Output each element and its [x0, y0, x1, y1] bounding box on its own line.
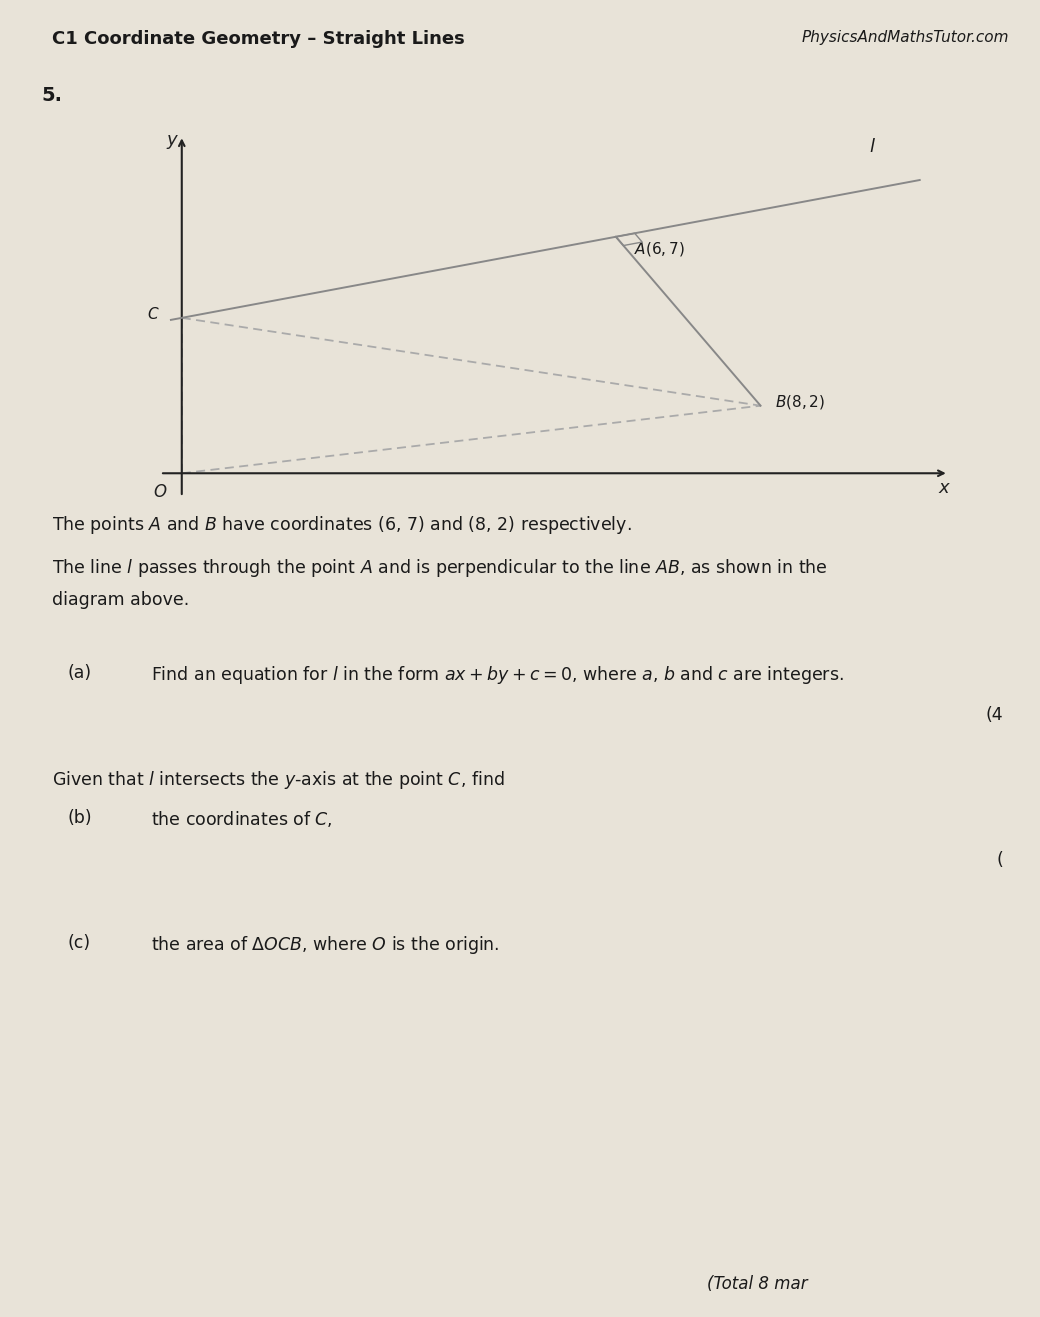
- Text: (Total 8 mar: (Total 8 mar: [707, 1275, 808, 1293]
- Text: (4: (4: [986, 706, 1004, 724]
- Text: $x$: $x$: [938, 479, 952, 498]
- Text: $l$: $l$: [869, 138, 876, 157]
- Text: the area of $\Delta OCB$, where $O$ is the origin.: the area of $\Delta OCB$, where $O$ is t…: [151, 934, 499, 956]
- Text: (c): (c): [68, 934, 90, 952]
- Text: 5.: 5.: [42, 86, 62, 104]
- Text: Find an equation for $l$ in the form $ax + by + c = 0$, where $a$, $b$ and $c$ a: Find an equation for $l$ in the form $ax…: [151, 664, 843, 686]
- Text: $O$: $O$: [153, 483, 167, 500]
- Text: (b): (b): [68, 809, 93, 827]
- Text: $A(6, 7)$: $A(6, 7)$: [634, 240, 685, 258]
- Text: $y$: $y$: [166, 133, 180, 151]
- Text: (a): (a): [68, 664, 92, 682]
- Text: diagram above.: diagram above.: [52, 591, 189, 610]
- Text: Given that $l$ intersects the $y$-axis at the point $C$, find: Given that $l$ intersects the $y$-axis a…: [52, 769, 504, 792]
- Text: (: (: [997, 851, 1004, 869]
- Text: The line $l$ passes through the point $A$ and is perpendicular to the line $AB$,: The line $l$ passes through the point $A…: [52, 557, 828, 579]
- Text: C1 Coordinate Geometry – Straight Lines: C1 Coordinate Geometry – Straight Lines: [52, 30, 465, 49]
- Text: the coordinates of $C$,: the coordinates of $C$,: [151, 809, 333, 828]
- Text: The points $A$ and $B$ have coordinates (6, 7) and (8, 2) respectively.: The points $A$ and $B$ have coordinates …: [52, 514, 631, 536]
- Text: $B(8, 2)$: $B(8, 2)$: [775, 394, 825, 411]
- Text: PhysicsAndMathsTutor.com: PhysicsAndMathsTutor.com: [801, 30, 1009, 45]
- Text: $C$: $C$: [148, 307, 160, 323]
